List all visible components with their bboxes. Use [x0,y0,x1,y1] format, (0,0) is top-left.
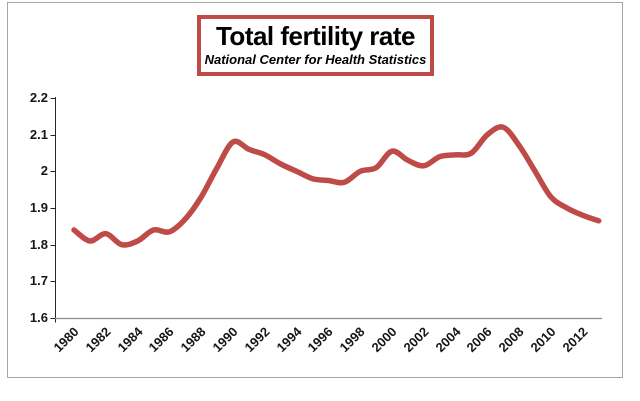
y-axis-tick-label: 2.1 [29,126,48,142]
y-axis-tick-label: 1.6 [29,310,48,325]
y-axis-tick-label: 1.8 [29,236,48,252]
fertility-rate-line [71,124,602,248]
y-axis-tick-label: 1.7 [29,273,48,289]
y-axis-tick-label: 2.2 [29,90,48,105]
chart-title: Total fertility rate [215,21,416,51]
chart-title-box: Total fertility rate National Center for… [197,15,434,76]
y-axis-tick-label: 1.9 [29,200,48,215]
y-axis-tick-label: 2 [40,163,48,179]
chart-subtitle: National Center for Health Statistics [204,52,427,67]
